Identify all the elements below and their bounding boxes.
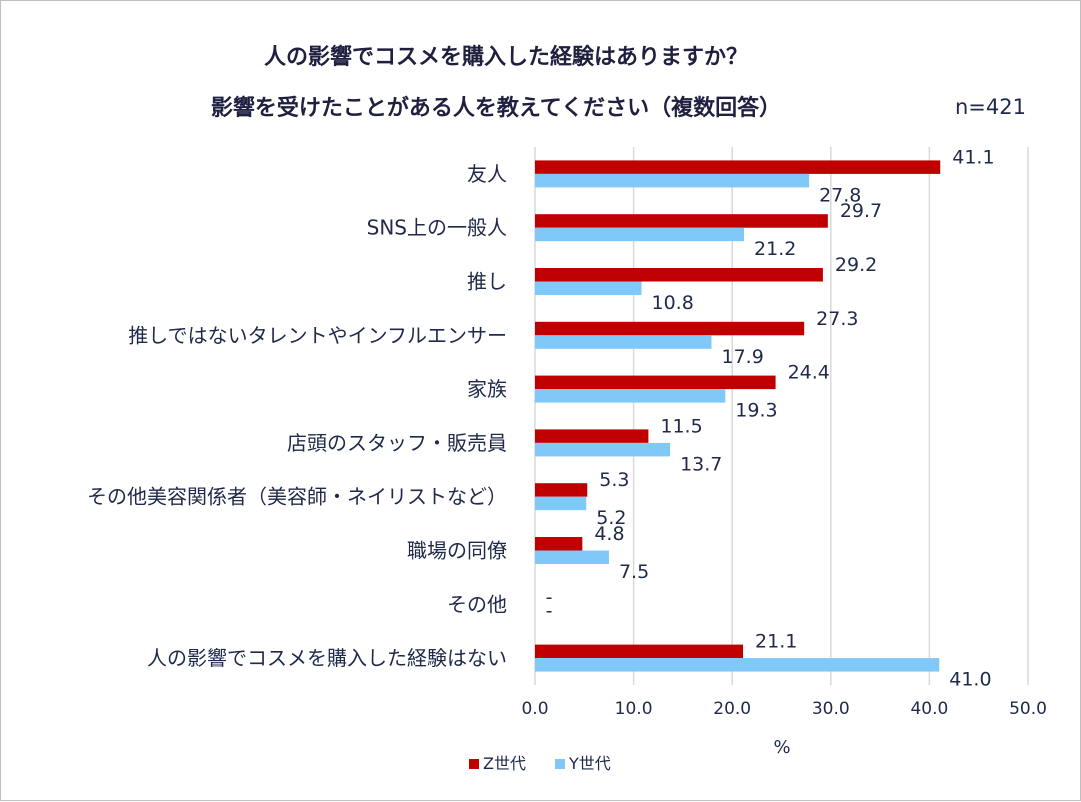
value-label-z: 29.2: [835, 254, 877, 276]
bar-y-generation: [535, 658, 940, 672]
bar-y-generation: [535, 442, 671, 457]
bar-z-generation: [535, 160, 941, 174]
bar-z-generation: [535, 268, 823, 282]
legend: Z世代 Y世代: [469, 754, 611, 773]
bar-y-generation: [535, 496, 587, 511]
value-labels: 41.1 27.829.7 21.2 29.2 10.8 27.3 17.9 24.4 19.3…: [546, 146, 995, 690]
value-label-z: -: [546, 586, 553, 608]
category-label: 友人: [467, 162, 507, 186]
x-tick-label: 50.0: [1009, 699, 1047, 719]
legend-label-z: Z世代: [483, 754, 526, 773]
value-label-y: 41.0: [949, 669, 991, 691]
x-tick-label: 40.0: [910, 699, 948, 719]
category-label: その他美容関係者（美容師・ネイリストなど）: [87, 485, 507, 509]
value-label-z: 41.1: [952, 146, 994, 168]
value-label-y: 5.2: [596, 507, 626, 529]
value-label-y: -: [546, 600, 553, 622]
bar-y-generation: [535, 389, 726, 403]
x-axis-ticks: 0.0 10.0 20.0 30.0 40.0 50.0: [521, 699, 1046, 719]
bar-z-generation: [535, 321, 805, 336]
value-label-z: 29.7: [840, 200, 882, 222]
value-label-z: 27.3: [816, 308, 858, 330]
value-label-z: 11.5: [660, 415, 702, 437]
value-label-y: 19.3: [735, 400, 777, 422]
category-label: その他: [447, 592, 507, 616]
bar-y-generation: [535, 227, 745, 242]
bar-z-generation: [535, 214, 828, 228]
value-label-z: 21.1: [755, 631, 797, 653]
x-tick-label: 30.0: [812, 699, 850, 719]
bar-z-generation: [535, 375, 776, 390]
value-label-y: 7.5: [619, 561, 649, 583]
bar-z-generation: [535, 537, 583, 551]
x-tick-label: 20.0: [713, 699, 751, 719]
legend-swatch-y: [555, 759, 565, 769]
value-label-y: 17.9: [721, 346, 763, 368]
x-tick-label: 10.0: [615, 699, 653, 719]
legend-label-y: Y世代: [568, 754, 611, 773]
category-label: SNS上の一般人: [367, 216, 507, 240]
bar-z-generation: [535, 483, 588, 497]
category-label: 人の影響でコスメを購入した経験はない: [147, 646, 507, 670]
bar-y-generation: [535, 173, 810, 188]
bar-y-generation: [535, 281, 642, 295]
value-label-y: 21.2: [754, 238, 796, 260]
category-label: 店頭のスタッフ・販売員: [287, 431, 507, 455]
sample-size-label: n=421: [955, 95, 1026, 119]
x-tick-label: 0.0: [521, 699, 548, 719]
value-label-y: 10.8: [651, 292, 693, 314]
value-label-z: 4.8: [594, 523, 624, 545]
x-axis-title: %: [773, 737, 790, 758]
value-label-z: 5.3: [599, 469, 629, 491]
bar-z-generation: [535, 644, 744, 659]
bar-y-generation: [535, 335, 712, 349]
value-label-y: 13.7: [680, 453, 722, 475]
bar-z-generation: [535, 429, 649, 443]
category-label: 推し: [467, 270, 507, 294]
category-label: 職場の同僚: [407, 539, 507, 563]
category-labels: 友人 SNS上の一般人推し推しではないタレントやインフルエンサー家族店頭のスタッフ…: [87, 162, 507, 670]
legend-swatch-z: [469, 759, 479, 769]
chart-title-line-1: 人の影響でコスメを購入した経験はありますか？: [264, 44, 748, 70]
value-label-z: 24.4: [788, 362, 830, 384]
bar-y-generation: [535, 550, 609, 564]
chart-title-line-2: 影響を受けたことがある人を教えてください（複数回答）: [211, 95, 781, 121]
bars-group: [535, 160, 941, 672]
category-label: 推しではないタレントやインフルエンサー: [128, 323, 507, 347]
value-label-y: 27.8: [819, 184, 861, 206]
category-label: 家族: [467, 377, 507, 401]
